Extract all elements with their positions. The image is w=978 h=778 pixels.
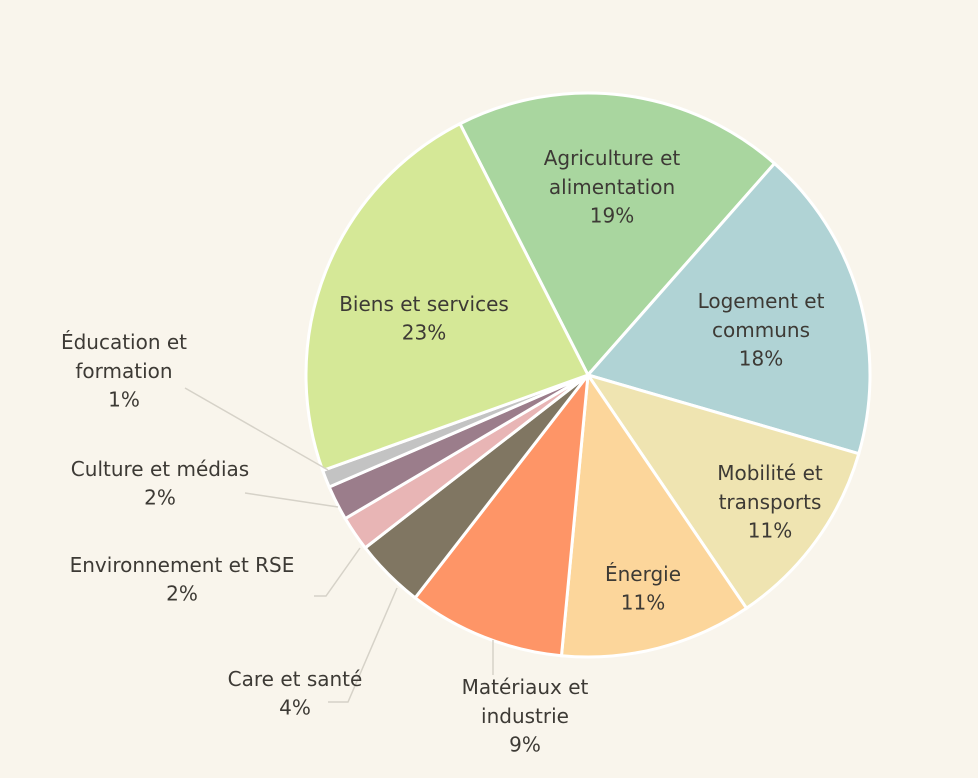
value-label: 2%: [166, 582, 198, 606]
slice-label: Éducation et formation: [61, 330, 187, 383]
label-line: industrie: [481, 704, 569, 728]
value-label: 11%: [621, 591, 665, 615]
pie-slice: [559, 370, 749, 659]
label-line: Éducation et: [61, 330, 187, 354]
slice-label: Logement et communs: [698, 289, 825, 342]
value-label: 11%: [748, 519, 792, 543]
label-line: Énergie: [605, 562, 681, 586]
label-line: Agriculture et: [544, 146, 681, 170]
label-line: alimentation: [549, 175, 675, 199]
label-line: Mobilité et: [717, 461, 823, 485]
slice-label: Environnement et RSE: [70, 553, 295, 577]
label-line: Culture et médias: [71, 457, 249, 481]
pie-slice: [304, 121, 591, 473]
slice-label: Culture et médias: [71, 457, 249, 481]
slice-label: Mobilité et transports: [717, 461, 823, 514]
leader-line: [328, 587, 398, 703]
label-line: Care et santé: [228, 667, 363, 691]
label-line: Environnement et RSE: [70, 553, 295, 577]
leader-line: [184, 387, 329, 471]
label-line: Matériaux et: [462, 675, 589, 699]
pie-slice: [413, 370, 590, 658]
slice-label: Care et santé: [228, 667, 363, 691]
label-line: formation: [75, 359, 172, 383]
value-label: 9%: [509, 733, 541, 757]
label-line: communs: [712, 318, 810, 342]
pie-slice: [584, 372, 861, 611]
label-line: Biens et services: [339, 292, 509, 316]
value-label: 1%: [108, 388, 140, 412]
value-label: 19%: [590, 204, 634, 228]
value-label: 18%: [739, 347, 783, 371]
pie-slice: [457, 91, 777, 378]
slice-label: Énergie: [605, 562, 681, 586]
leader-line: [314, 547, 361, 597]
value-label: 23%: [402, 321, 446, 345]
slice-label: Biens et services: [339, 292, 509, 316]
value-label: 2%: [144, 486, 176, 510]
value-label: 4%: [279, 696, 311, 720]
label-line: transports: [719, 490, 822, 514]
pie-slice: [585, 161, 872, 456]
slice-label: Matériaux et industrie: [462, 675, 589, 728]
leader-line: [244, 492, 339, 508]
label-line: Logement et: [698, 289, 825, 313]
slice-label: Agriculture et alimentation: [544, 146, 681, 199]
